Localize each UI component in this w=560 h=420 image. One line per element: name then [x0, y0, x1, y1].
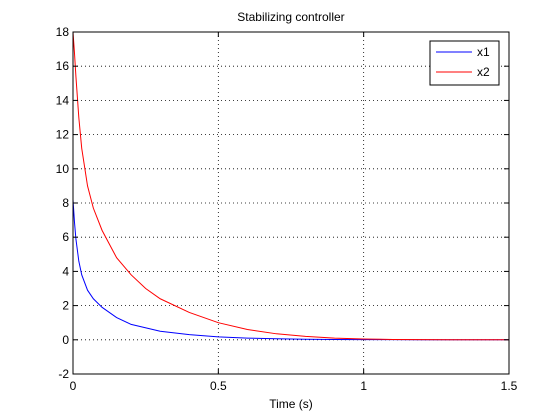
legend-label-x2: x2 — [477, 65, 490, 79]
x-tick-label: 1.5 — [501, 379, 518, 393]
y-tick-label: 2 — [62, 299, 69, 313]
y-tick-label: 12 — [56, 128, 70, 142]
y-tick-label: 8 — [62, 196, 69, 210]
x-tick-label: 1 — [360, 379, 367, 393]
y-tick-label: 14 — [56, 93, 70, 107]
y-tick-label: 6 — [62, 230, 69, 244]
legend-label-x1: x1 — [477, 45, 490, 59]
y-tick-label: 4 — [62, 264, 69, 278]
x-tick-label: 0.5 — [210, 379, 227, 393]
y-tick-label: 16 — [56, 59, 70, 73]
y-tick-label: 18 — [56, 25, 70, 39]
x-axis-label: Time (s) — [269, 397, 313, 411]
y-tick-label: 10 — [56, 162, 70, 176]
y-tick-label: 0 — [62, 333, 69, 347]
x-tick-label: 0 — [70, 379, 77, 393]
chart-title: Stabilizing controller — [237, 10, 344, 24]
y-tick-label: -2 — [58, 367, 69, 381]
